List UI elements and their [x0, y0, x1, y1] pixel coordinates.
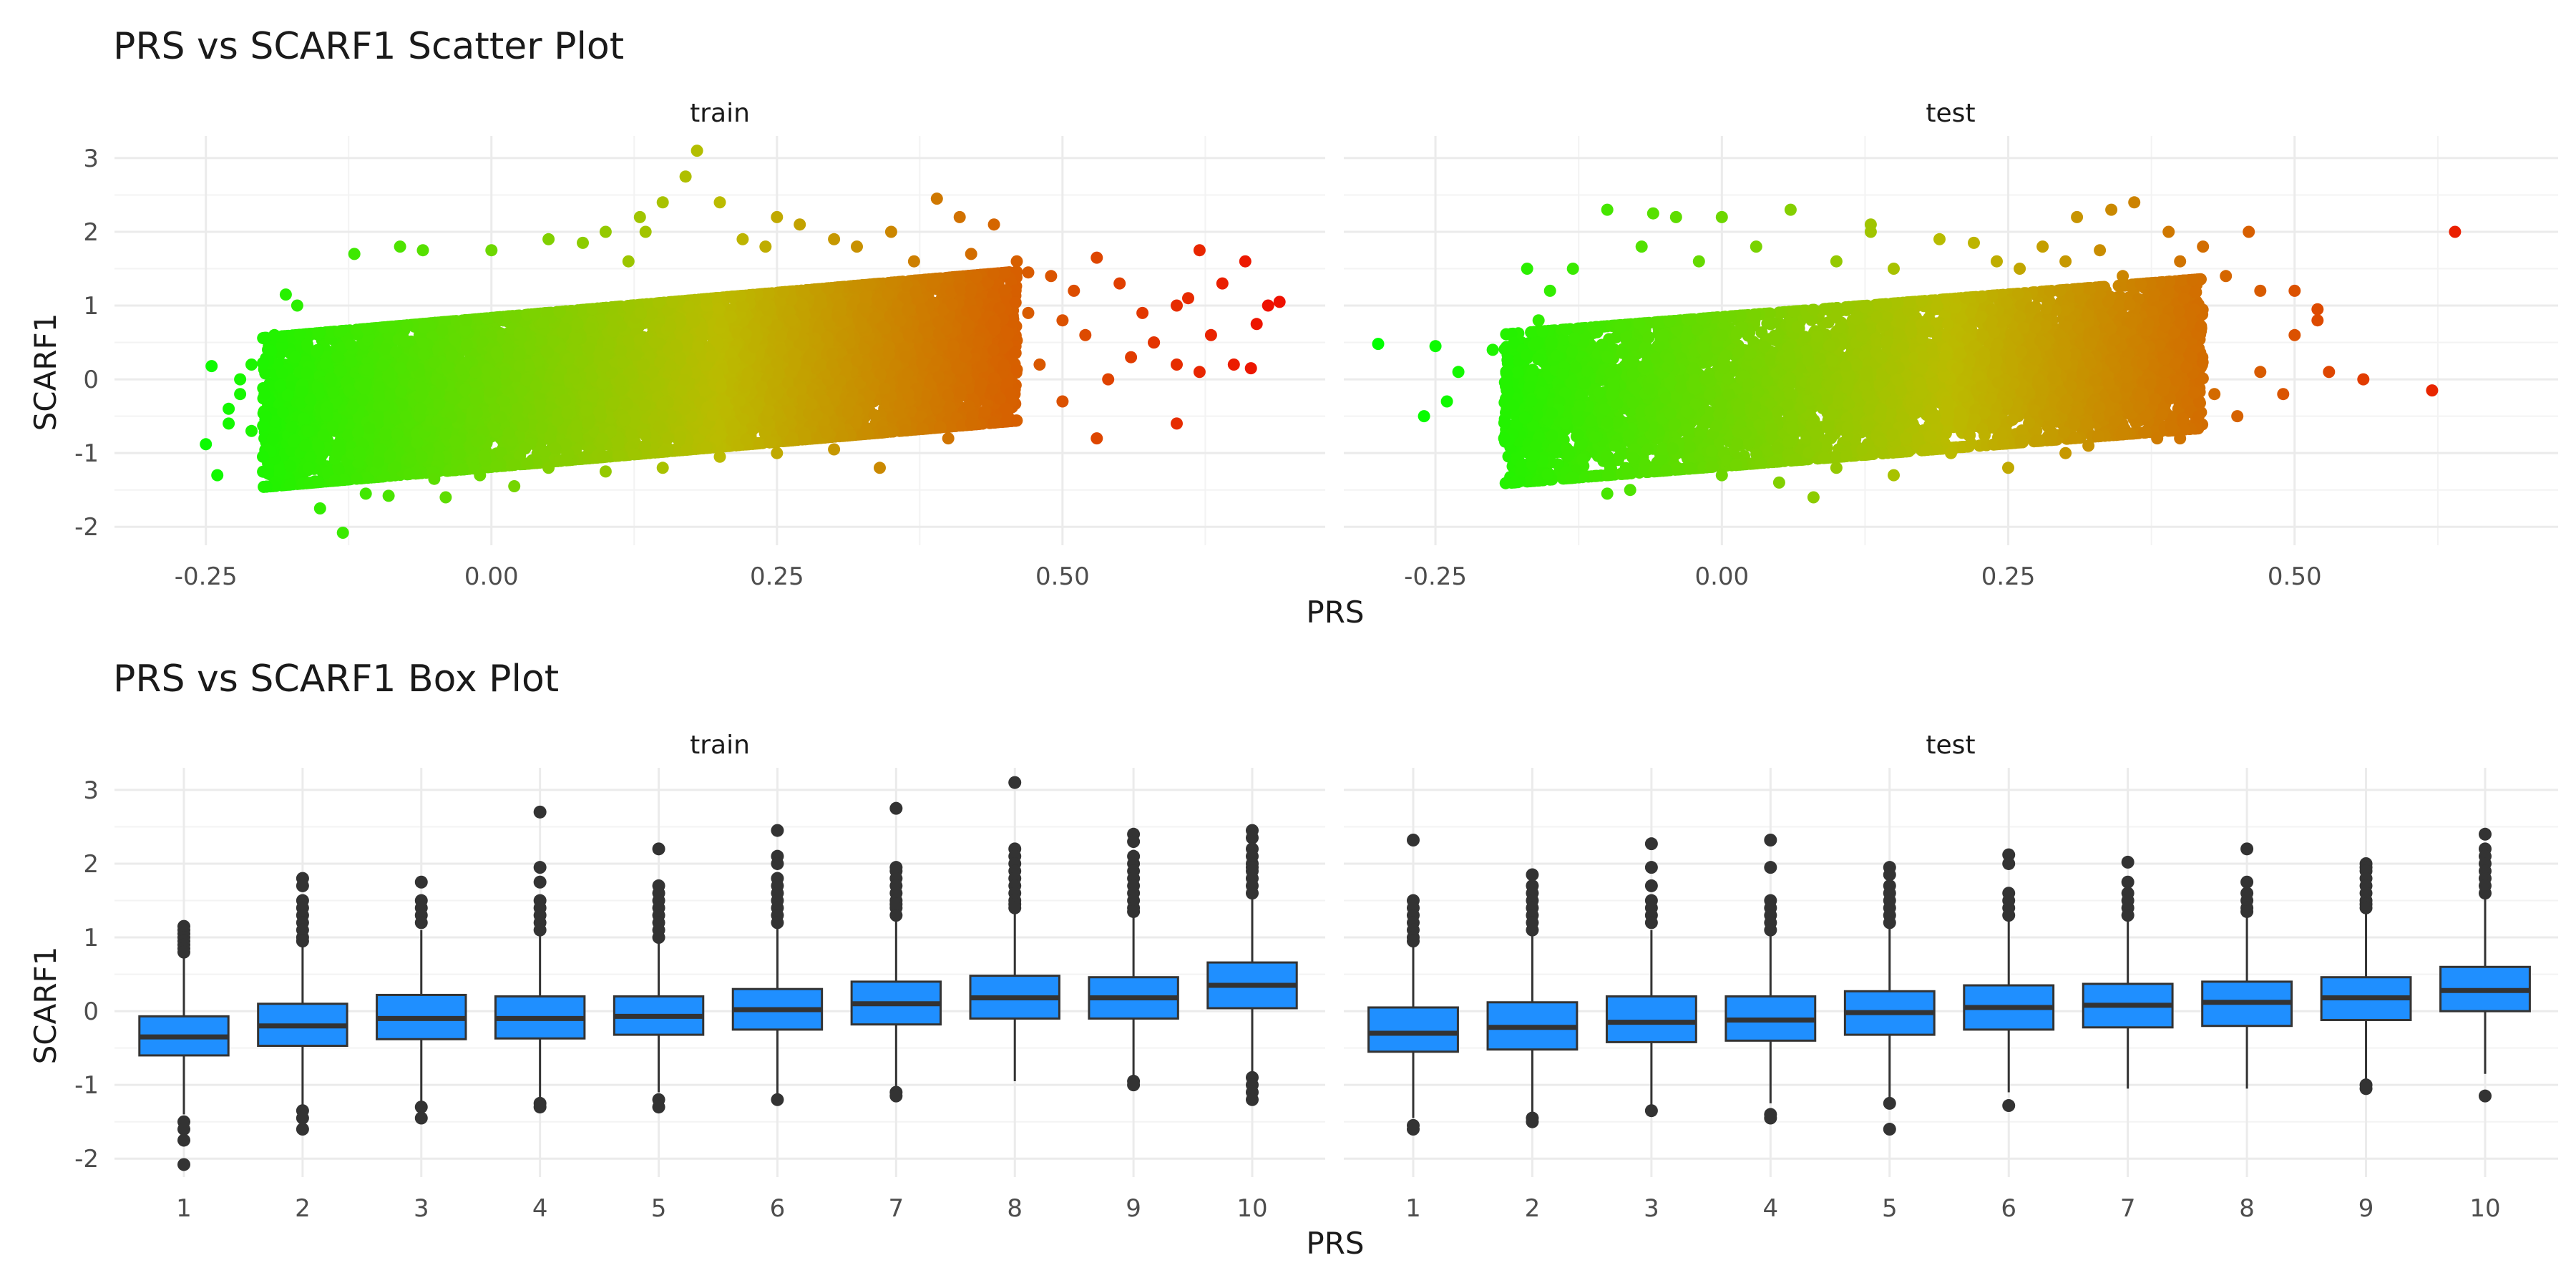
scatter-point-cloud [257, 265, 1023, 493]
scatter-y-tick-label: 3 [83, 145, 99, 173]
scatter-y-tick-label: 1 [83, 292, 99, 321]
scatter-title: PRS vs SCARF1 Scatter Plot [113, 25, 624, 68]
scatter-xlabel: PRS [1306, 595, 1364, 630]
scatter-ylabel: SCARF1 [28, 313, 63, 431]
scatter-strip-train: train [690, 99, 750, 128]
scatter-x-tick-label: 0.50 [1035, 562, 1090, 591]
scatter-y-tick-label: 0 [83, 366, 99, 394]
scatter-x-tick-label: 0.25 [750, 562, 804, 591]
scatter-x-tick-label: -0.25 [175, 562, 238, 591]
scatter-x-tick-label: 0.00 [464, 562, 519, 591]
scatter-y-tick-label: 2 [83, 218, 99, 247]
scatter-y-tick-label: -2 [74, 513, 99, 542]
scatter-panel-train: train -0.25 0.00 0.25 0.50 -2 -1 0 1 2 3 [74, 99, 1325, 591]
scatter-y-tick-label: -1 [74, 439, 99, 468]
